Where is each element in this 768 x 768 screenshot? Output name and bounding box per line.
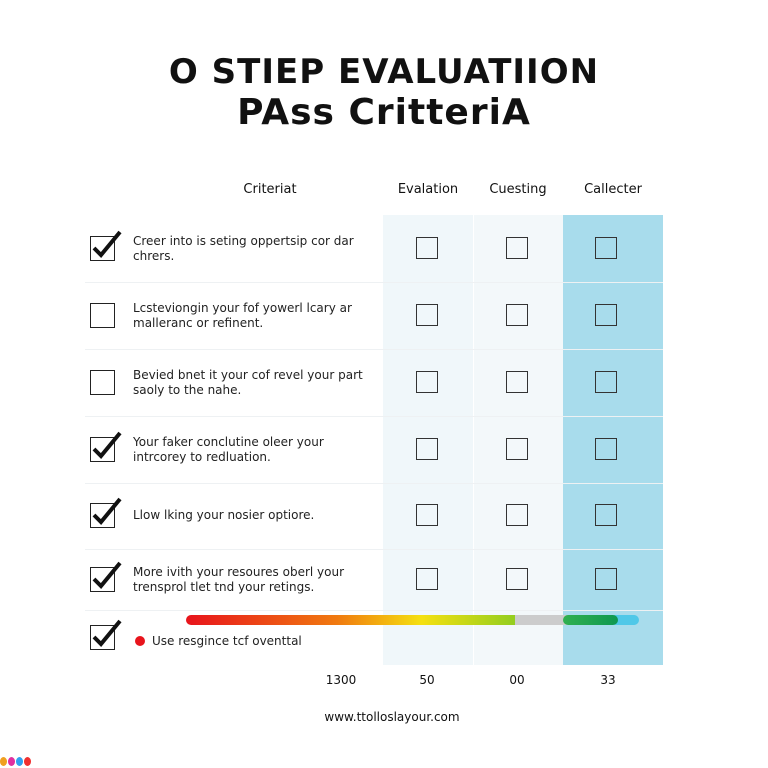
row-divider — [85, 483, 663, 484]
criteria-text: More ivith your resoures oberl your tren… — [133, 565, 345, 594]
title-line-2: PAss CritteriA — [237, 92, 531, 133]
evaluation-checkbox-col-1[interactable] — [416, 568, 438, 590]
checkmark-icon — [92, 431, 122, 459]
evaluation-checkbox-col-3[interactable] — [595, 303, 617, 326]
evaluation-checkbox-col-3[interactable] — [595, 504, 617, 526]
evaluation-checkbox-col-1[interactable] — [416, 370, 438, 393]
footer-url[interactable]: www.ttolloslayour.com — [324, 710, 460, 724]
column-evaluation-bg — [383, 215, 473, 665]
logo-dot — [24, 757, 31, 766]
row-divider — [85, 549, 663, 550]
evaluation-checkbox-col-1[interactable] — [416, 504, 438, 526]
row-divider — [85, 416, 663, 417]
logo-dot — [8, 757, 15, 766]
row-divider — [85, 282, 663, 283]
column-header-cuesting: Cuesting — [489, 182, 547, 197]
last-row-checkbox[interactable] — [90, 619, 122, 650]
total-criteria: 1300 — [325, 673, 357, 687]
evaluation-checkbox-col-2[interactable] — [506, 370, 528, 393]
progress-bar-blue — [610, 615, 639, 625]
evaluation-checkbox-col-2[interactable] — [506, 504, 528, 526]
total-evaluation: 50 — [419, 673, 435, 687]
criteria-text: Bevied bnet it your cof revel your part … — [133, 367, 363, 397]
criteria-text: Creer into is seting oppertsip cor dar c… — [133, 233, 354, 263]
logo-dot — [16, 757, 23, 766]
evaluation-checkbox-col-1[interactable] — [416, 236, 438, 259]
evaluation-checkbox-col-3[interactable] — [595, 370, 617, 393]
column-callecter-bg — [563, 215, 663, 665]
total-callecter: 33 — [600, 673, 616, 687]
evaluation-checkbox-col-2[interactable] — [506, 568, 528, 590]
column-header-callecter: Callecter — [584, 182, 642, 197]
logo-dot — [0, 757, 7, 766]
row-checkbox[interactable] — [90, 369, 115, 395]
row-checkbox[interactable] — [90, 561, 122, 592]
legend-dot — [135, 636, 145, 646]
checkmark-icon — [92, 497, 122, 525]
evaluation-checkbox-col-3[interactable] — [595, 437, 617, 460]
progress-bar-green — [563, 615, 618, 625]
evaluation-checkbox-col-2[interactable] — [506, 303, 528, 326]
column-header-evaluation: Evalation — [397, 182, 459, 197]
progress-bar-gray — [515, 615, 571, 625]
evaluation-checkbox-col-2[interactable] — [506, 236, 528, 259]
criteria-text: Lcsteviongin your fof yowerl lcary ar ma… — [133, 300, 352, 330]
row-divider — [85, 349, 663, 350]
row-divider — [85, 610, 663, 611]
title-line-1: O STIEP EVALUATIION — [168, 52, 600, 92]
evaluation-checkbox-col-1[interactable] — [416, 437, 438, 460]
legend-text: Use resgince tcf oventtal — [152, 634, 302, 648]
checkmark-icon — [92, 619, 122, 647]
row-checkbox[interactable] — [90, 431, 122, 462]
evaluation-checkbox-col-1[interactable] — [416, 303, 438, 326]
column-cuesting-bg — [474, 215, 563, 665]
checkmark-icon — [92, 561, 122, 589]
row-checkbox[interactable] — [90, 497, 122, 528]
criteria-text: Your faker conclutine oleer your intrcor… — [133, 434, 324, 464]
evaluation-checkbox-col-2[interactable] — [506, 437, 528, 460]
row-checkbox[interactable] — [90, 302, 115, 328]
evaluation-checkbox-col-3[interactable] — [595, 236, 617, 259]
evaluation-checkbox-col-3[interactable] — [595, 568, 617, 590]
progress-bar-gradient — [186, 615, 522, 625]
row-checkbox[interactable] — [90, 230, 122, 261]
criteria-text: Llow lking your nosier optiore. — [133, 508, 315, 522]
checkmark-icon — [92, 230, 122, 258]
total-cuesting: 00 — [509, 673, 525, 687]
column-header-criteria: Criteriat — [243, 182, 297, 197]
